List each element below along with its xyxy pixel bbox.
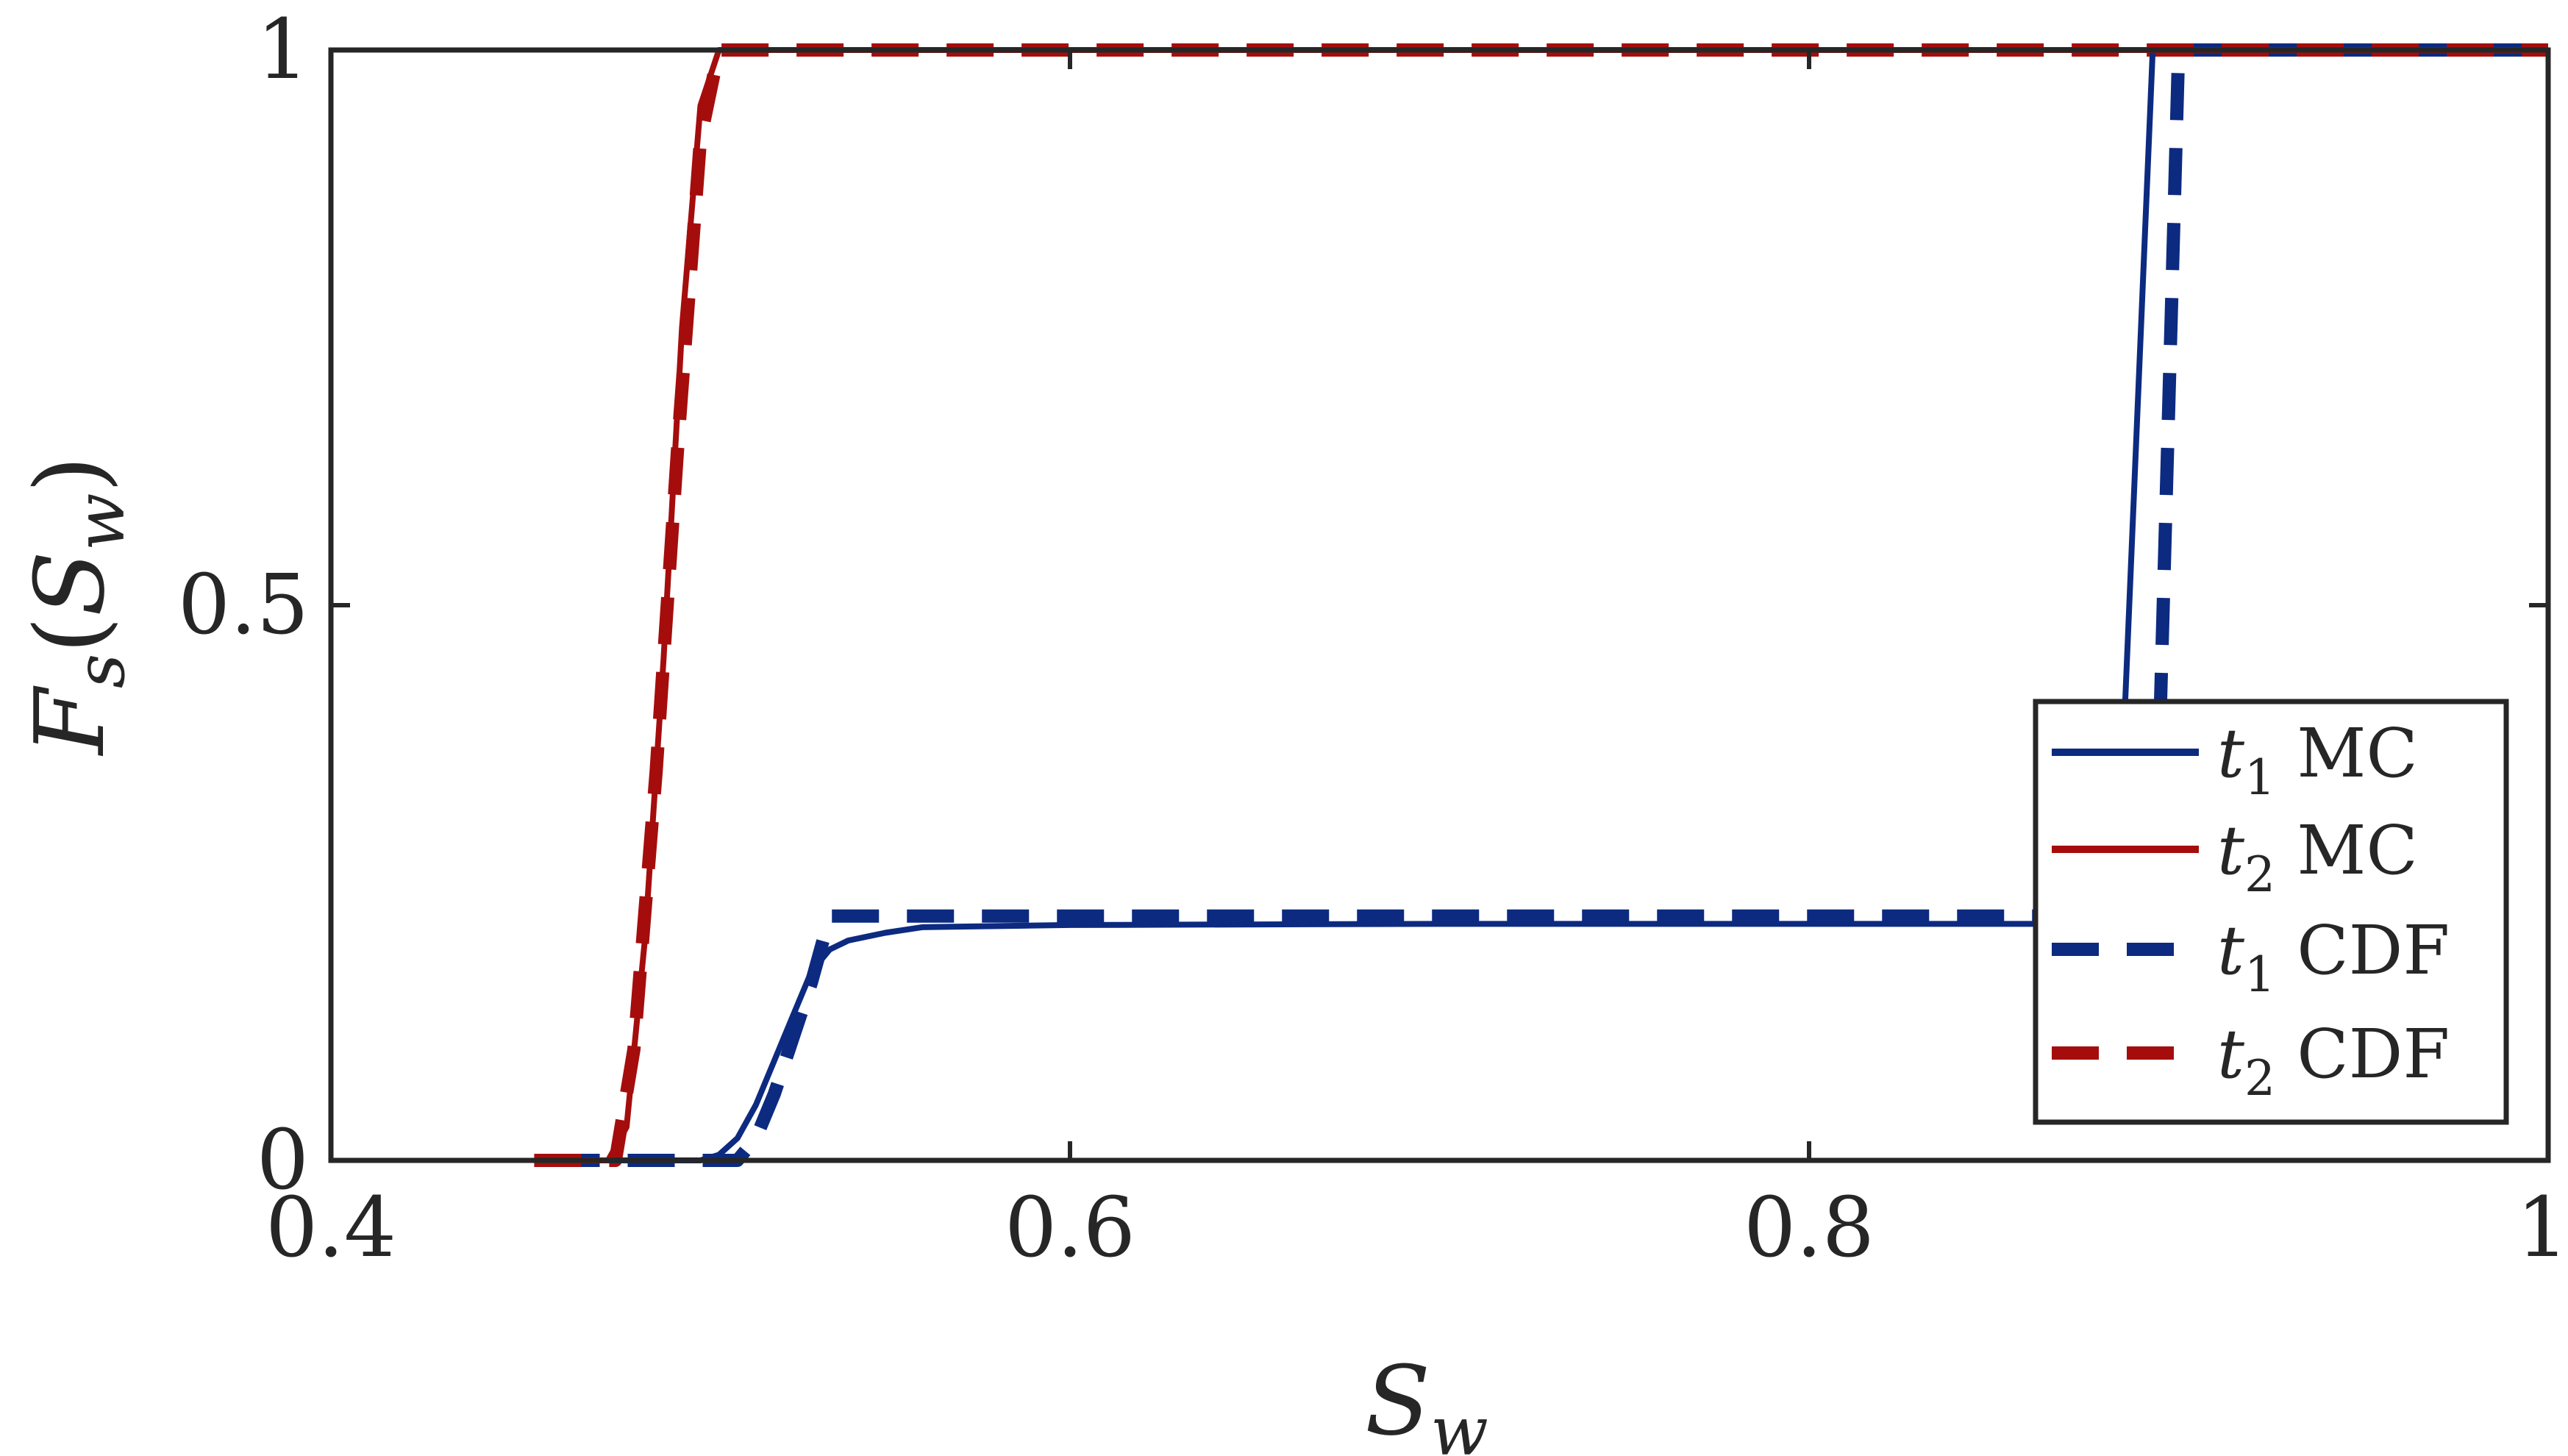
x-axis-label-main: S (1365, 1345, 1430, 1456)
y-axis-label-sub1: s (61, 654, 140, 688)
y-axis-label-open: ( (14, 616, 126, 654)
legend-item-t2-cdf: t2 CDF (2052, 1015, 2450, 1107)
x-tick-label: 0.4 (265, 1180, 396, 1276)
y-axis-label-main: F (14, 685, 126, 756)
y-axis-label-sub2: w (61, 493, 140, 551)
y-tick-label: 0 (257, 1113, 309, 1208)
x-tick-label: 0.6 (1005, 1180, 1135, 1276)
legend-label-t1-mc: t1 MC (2217, 714, 2418, 806)
legend-label-t1-cdf: t1 CDF (2217, 911, 2450, 1003)
legend-item-t1-cdf: t1 CDF (2052, 911, 2450, 1003)
legend-item-t1-mc: t1 MC (2052, 714, 2418, 806)
x-axis-label-sub: w (1430, 1392, 1488, 1456)
legend-label-t2-cdf: t2 CDF (2217, 1015, 2450, 1107)
x-tick-label: 1 (2517, 1180, 2568, 1276)
y-axis-label-close: ) (14, 456, 126, 493)
legend-item-t2-mc: t2 MC (2052, 811, 2418, 903)
ticks-layer: 0.4 0.6 0.8 1 0 0.5 1 (178, 2, 2568, 1276)
y-axis-label: Fs(Sw) (14, 456, 140, 757)
legend-label-t2-mc: t2 MC (2217, 811, 2418, 903)
x-axis-label: Sw (1365, 1345, 1488, 1456)
legend: t1 MC t2 MC t1 CDF t2 CDF (2033, 699, 2509, 1125)
legend-box (2033, 699, 2509, 1125)
y-tick-label: 0.5 (178, 557, 309, 653)
y-axis-label-var: S (14, 551, 126, 616)
x-tick-label: 0.8 (1744, 1180, 1875, 1276)
series-line-t1-cdf (552, 43, 2548, 1167)
y-tick-label: 1 (257, 2, 309, 98)
